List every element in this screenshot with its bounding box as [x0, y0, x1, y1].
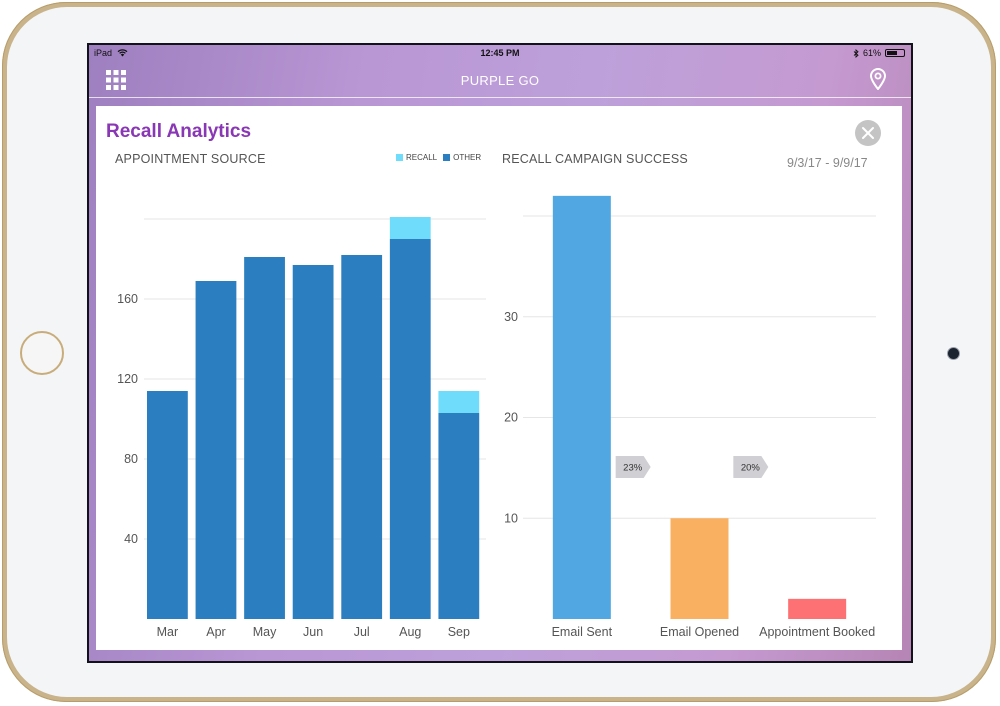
x-tick-label: Email Sent: [552, 625, 613, 639]
conversion-badge: 23%: [615, 456, 651, 478]
x-tick-label: Jul: [354, 625, 370, 639]
conversion-rate-label: 23%: [623, 463, 643, 474]
legend-recall-label: RECALL: [406, 153, 438, 162]
bar-other-apr: [195, 281, 237, 619]
location-pin-icon[interactable]: [869, 68, 887, 90]
chart-legend: RECALL OTHER: [396, 153, 481, 162]
y-tick-label: 160: [117, 292, 138, 306]
legend-other-swatch: [443, 154, 451, 161]
grid-menu-icon[interactable]: [105, 69, 127, 91]
date-range: 9/3/17 - 9/9/17: [787, 156, 868, 170]
close-icon: [862, 127, 874, 139]
bar-other-sep: [438, 413, 480, 619]
y-tick-label: 120: [117, 372, 138, 386]
x-tick-label: Mar: [157, 625, 179, 639]
device-label: iPad: [94, 48, 128, 58]
bar-other-jul: [341, 255, 383, 619]
conversion-rate-label: 20%: [741, 463, 761, 474]
legend-recall-swatch: [396, 154, 403, 161]
campaign-success-chart: 10 20 30 Email Sent Email Opened Appointment …: [504, 195, 876, 639]
nav-bar: PURPLE GO: [89, 63, 911, 98]
battery-percent: 61%: [862, 48, 881, 58]
recall-analytics-card: Recall Analytics APPOINTMENT SOURCE RECA…: [96, 106, 902, 650]
bar-other-aug: [389, 239, 431, 619]
y-tick-label: 40: [124, 532, 138, 546]
bar-email-sent: [552, 195, 611, 619]
appointment-source-chart: 40 80 120 160 Mar Apr May Jun Jul Aug Sep: [117, 217, 486, 639]
conversion-badge: 20%: [733, 456, 769, 478]
x-tick-label: Jun: [303, 625, 323, 639]
legend-other: OTHER: [443, 153, 481, 162]
x-tick-label: Aug: [399, 625, 421, 639]
camera-icon: [948, 348, 959, 359]
y-tick-label: 10: [504, 511, 518, 525]
bar-recall-sep: [438, 391, 480, 413]
conversion-arrow-icon: [615, 456, 651, 478]
status-time: 12:45 PM: [480, 48, 520, 58]
y-tick-label: 20: [504, 411, 518, 425]
conversion-arrow-icon: [733, 456, 769, 478]
campaign-success-title: RECALL CAMPAIGN SUCCESS: [502, 152, 688, 166]
x-tick-label: May: [253, 625, 277, 639]
app-title: PURPLE GO: [460, 73, 540, 88]
battery-level: [887, 51, 897, 55]
bluetooth-icon: [853, 48, 859, 58]
x-tick-label: Email Opened: [660, 625, 739, 639]
home-button[interactable]: [20, 331, 64, 375]
card-title: Recall Analytics: [106, 121, 252, 142]
x-tick-label: Apr: [206, 625, 225, 639]
close-button[interactable]: [855, 120, 881, 146]
device-name: iPad: [94, 48, 113, 58]
bar-email-opened: [670, 518, 729, 619]
appointment-source-title: APPOINTMENT SOURCE: [115, 152, 266, 166]
bar-appointment-booked: [788, 598, 847, 619]
bar-other-jun: [292, 265, 334, 619]
x-tick-label: Sep: [448, 625, 470, 639]
bar-recall-aug: [389, 217, 431, 239]
status-right: 61%: [853, 48, 905, 58]
screen: iPad 12:45 PM 61% PURPLE G: [87, 43, 913, 663]
status-bar: iPad 12:45 PM 61%: [89, 45, 911, 63]
x-tick-label: Appointment Booked: [759, 625, 875, 639]
bar-other-mar: [147, 391, 188, 619]
legend-other-label: OTHER: [453, 153, 482, 162]
legend-recall: RECALL: [396, 153, 437, 162]
y-tick-label: 30: [504, 310, 518, 324]
wifi-icon: [117, 49, 127, 57]
bar-other-may: [244, 257, 285, 619]
battery-icon: [885, 49, 905, 57]
y-tick-label: 80: [124, 452, 138, 466]
